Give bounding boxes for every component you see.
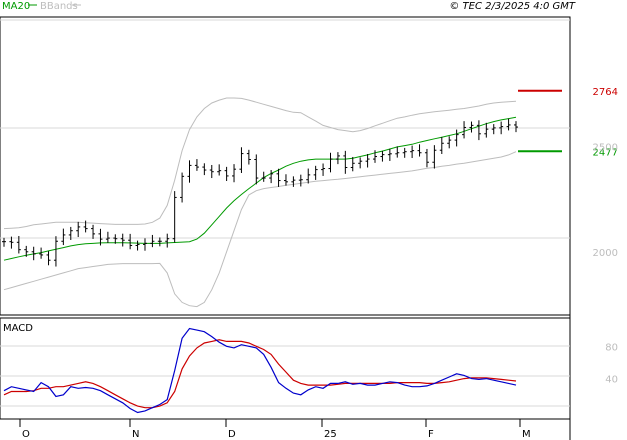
x-tick-label: N — [132, 429, 139, 440]
price-y-ticks: 2000 2500 — [593, 142, 618, 258]
x-tick-label: O — [22, 429, 30, 440]
price-bars-group — [2, 118, 518, 267]
legend-ma20: MA20 — [2, 1, 30, 12]
price-y-tick-label: 2500 — [593, 142, 618, 153]
x-tick-label: M — [522, 429, 531, 440]
macd-panel-frame — [0, 317, 571, 420]
x-tick-label: 25 — [324, 429, 337, 440]
bband-lower-line — [3, 151, 517, 308]
support-level-label: 2477 — [593, 147, 618, 158]
resistance-level-label: 2764 — [593, 87, 618, 98]
macd-line — [3, 327, 517, 414]
macd-y-tick-label: 40 — [605, 375, 618, 386]
price-y-tick-label: 2000 — [593, 248, 618, 259]
ma20-group — [3, 116, 517, 261]
levels-group: 2764 2477 — [518, 87, 618, 158]
chart-timestamp: © TEC 2/3/2025 4:0 GMT — [449, 1, 576, 12]
macd-signal-line — [3, 339, 517, 409]
ma20-line — [3, 116, 517, 261]
price-panel-frame — [0, 16, 571, 316]
x-tick-label: F — [428, 429, 434, 440]
bband-upper-line — [3, 97, 517, 230]
x-ticks: O N D 25 F M — [19, 419, 531, 440]
macd-group — [3, 327, 517, 414]
macd-y-ticks: 40 80 — [605, 342, 618, 385]
x-tick-label: D — [228, 429, 236, 440]
macd-title: MACD — [3, 323, 33, 334]
legend-bbands: BBands — [40, 1, 78, 12]
macd-y-tick-label: 80 — [605, 342, 618, 353]
bbands-group — [3, 97, 517, 308]
